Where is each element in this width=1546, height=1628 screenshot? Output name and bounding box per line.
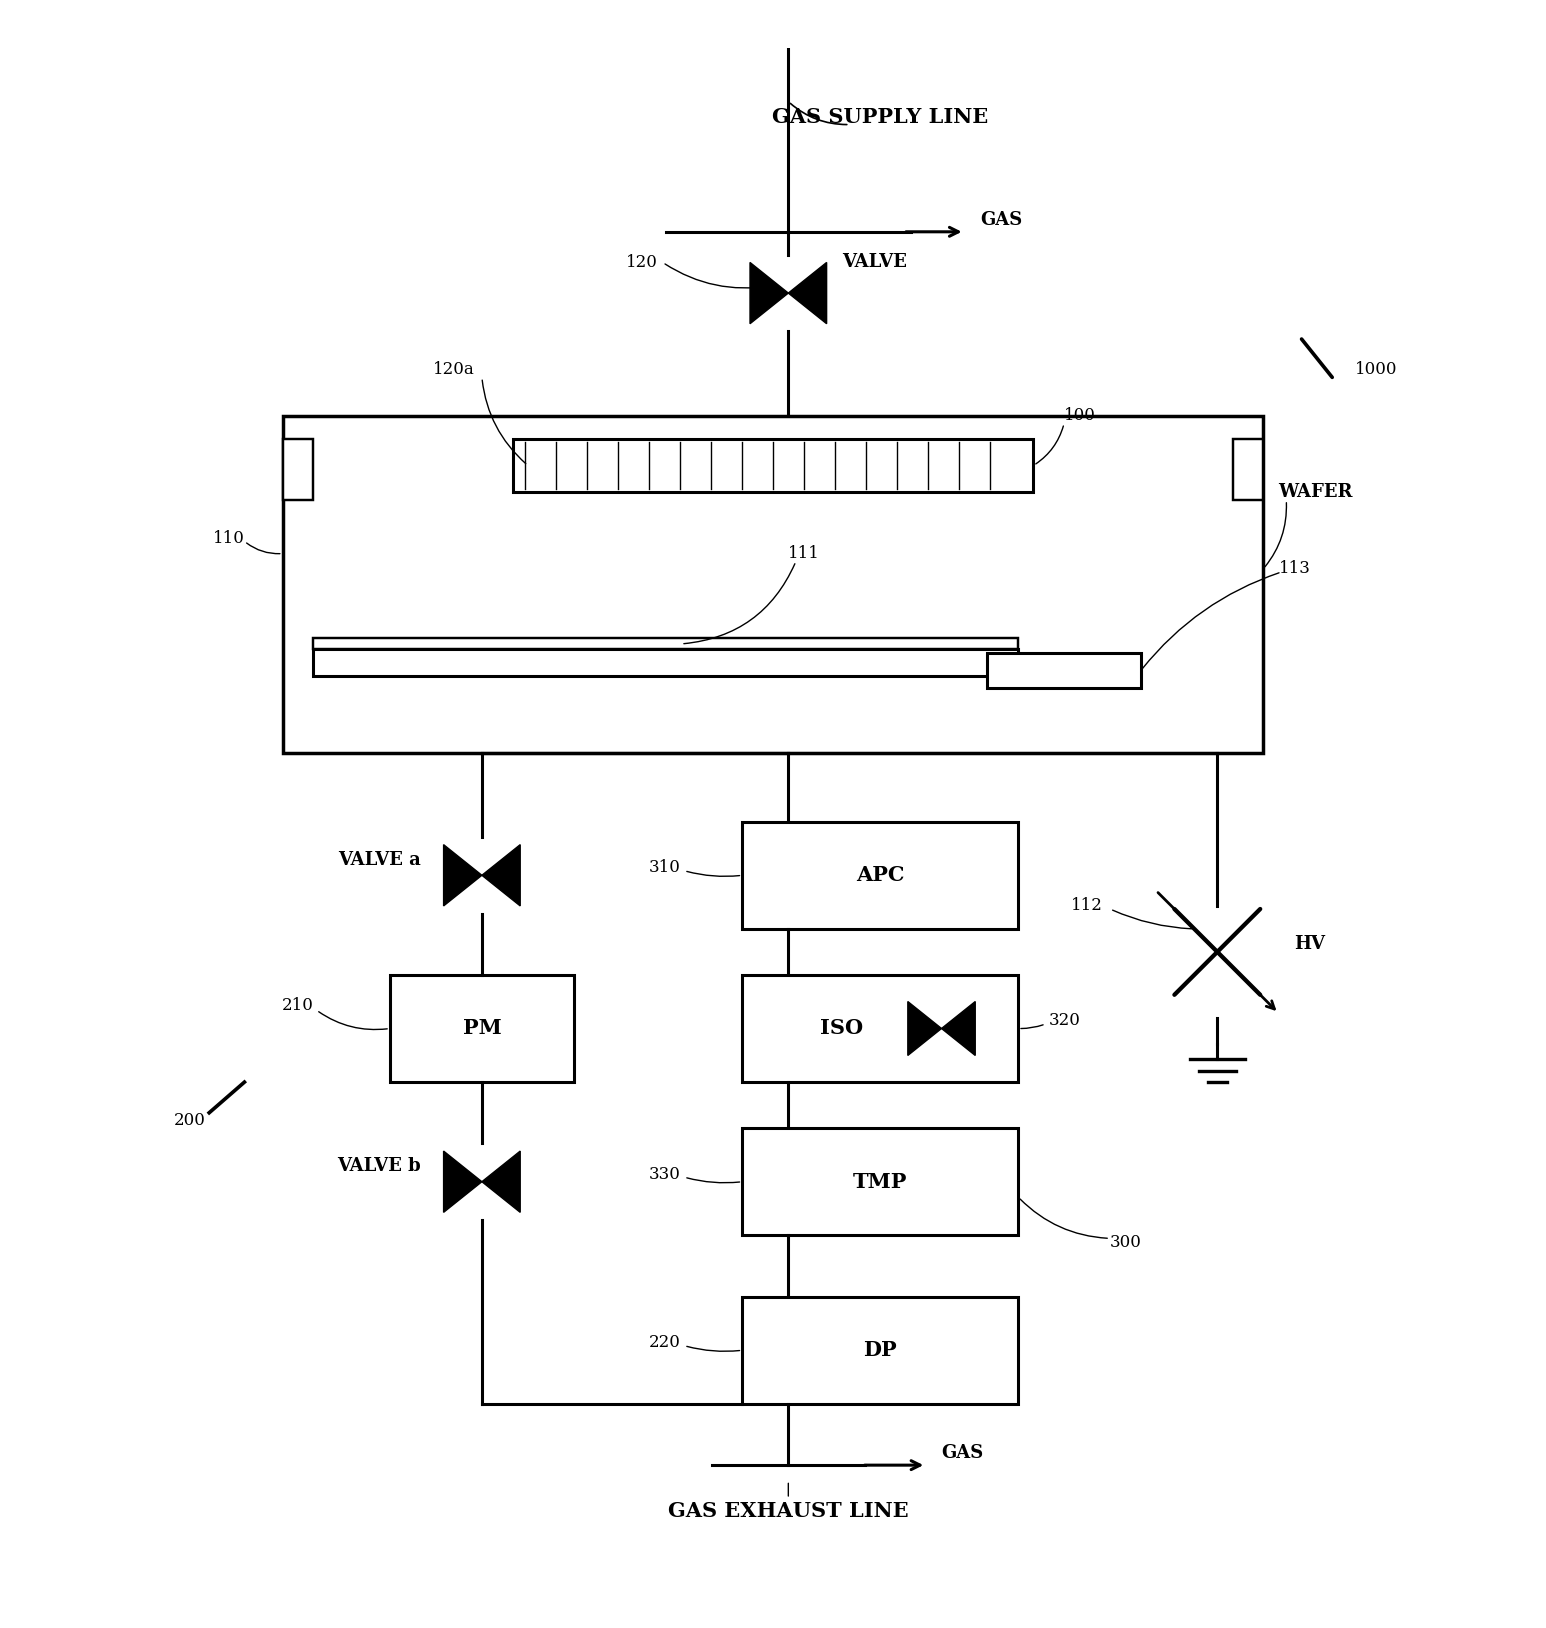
Bar	[988, 653, 1141, 689]
Bar	[283, 438, 314, 500]
Text: DP: DP	[863, 1340, 897, 1361]
Bar	[314, 648, 1019, 676]
Text: 113: 113	[1279, 560, 1311, 578]
Polygon shape	[750, 262, 788, 324]
Text: 220: 220	[649, 1333, 682, 1351]
Text: 110: 110	[212, 529, 244, 547]
Text: GAS: GAS	[942, 1444, 983, 1462]
Bar	[742, 1128, 1019, 1236]
Polygon shape	[444, 1151, 482, 1213]
Text: 100: 100	[1064, 407, 1096, 425]
Text: HV: HV	[1294, 934, 1325, 954]
Polygon shape	[482, 845, 519, 905]
Bar	[742, 1296, 1019, 1403]
Bar	[1232, 438, 1263, 500]
Bar	[314, 638, 1019, 648]
Text: WAFER: WAFER	[1279, 484, 1353, 501]
Text: GAS: GAS	[980, 210, 1022, 228]
Text: APC: APC	[856, 866, 904, 886]
Bar	[390, 975, 574, 1083]
Text: ISO: ISO	[821, 1019, 864, 1039]
Text: 300: 300	[1110, 1234, 1142, 1252]
Text: 120: 120	[626, 254, 659, 270]
Text: GAS SUPPLY LINE: GAS SUPPLY LINE	[771, 107, 988, 127]
Polygon shape	[788, 262, 827, 324]
Bar	[742, 975, 1019, 1083]
Text: 111: 111	[788, 545, 821, 562]
Text: GAS EXHAUST LINE: GAS EXHAUST LINE	[668, 1501, 909, 1521]
Polygon shape	[942, 1001, 976, 1055]
Text: 1000: 1000	[1356, 361, 1398, 378]
Bar	[283, 415, 1263, 752]
Polygon shape	[444, 845, 482, 905]
Text: PM: PM	[462, 1019, 501, 1039]
Text: 120a: 120a	[433, 361, 475, 378]
Text: 330: 330	[649, 1166, 682, 1182]
Text: TMP: TMP	[853, 1172, 908, 1192]
Polygon shape	[908, 1001, 942, 1055]
Text: 310: 310	[649, 860, 682, 876]
Text: 320: 320	[1048, 1013, 1081, 1029]
Text: VALVE: VALVE	[843, 254, 908, 272]
Text: VALVE b: VALVE b	[337, 1158, 421, 1175]
Text: 210: 210	[281, 996, 314, 1014]
Bar	[742, 822, 1019, 930]
Text: VALVE a: VALVE a	[339, 851, 421, 869]
Polygon shape	[482, 1151, 519, 1213]
Text: 112: 112	[1070, 897, 1102, 915]
Text: 200: 200	[175, 1112, 206, 1128]
Bar	[513, 438, 1033, 492]
